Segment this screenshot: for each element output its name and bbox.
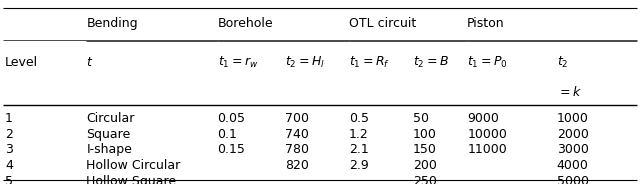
Text: 3000: 3000 bbox=[557, 144, 589, 156]
Text: Hollow Circular: Hollow Circular bbox=[86, 159, 180, 172]
Text: $= k$: $= k$ bbox=[557, 85, 582, 99]
Text: 200: 200 bbox=[413, 159, 436, 172]
Text: 11000: 11000 bbox=[467, 144, 507, 156]
Text: 740: 740 bbox=[285, 128, 308, 141]
Text: Piston: Piston bbox=[467, 17, 505, 30]
Text: Square: Square bbox=[86, 128, 131, 141]
Text: 5: 5 bbox=[5, 175, 13, 184]
Text: Bending: Bending bbox=[86, 17, 138, 30]
Text: 0.05: 0.05 bbox=[218, 112, 246, 125]
Text: Borehole: Borehole bbox=[218, 17, 273, 30]
Text: 3: 3 bbox=[5, 144, 13, 156]
Text: I-shape: I-shape bbox=[86, 144, 132, 156]
Text: Hollow Square: Hollow Square bbox=[86, 175, 177, 184]
Text: OTL circuit: OTL circuit bbox=[349, 17, 416, 30]
Text: 100: 100 bbox=[413, 128, 436, 141]
Text: $t_1 = r_w$: $t_1 = r_w$ bbox=[218, 55, 258, 70]
Text: 0.15: 0.15 bbox=[218, 144, 246, 156]
Text: 9000: 9000 bbox=[467, 112, 499, 125]
Text: Level: Level bbox=[5, 56, 38, 69]
Text: 1: 1 bbox=[5, 112, 13, 125]
Text: 50: 50 bbox=[413, 112, 429, 125]
Text: 1.2: 1.2 bbox=[349, 128, 369, 141]
Text: 150: 150 bbox=[413, 144, 436, 156]
Text: 5000: 5000 bbox=[557, 175, 589, 184]
Text: 0.1: 0.1 bbox=[218, 128, 237, 141]
Text: 0.5: 0.5 bbox=[349, 112, 369, 125]
Text: 10000: 10000 bbox=[467, 128, 507, 141]
Text: 2: 2 bbox=[5, 128, 13, 141]
Text: 2.9: 2.9 bbox=[349, 159, 369, 172]
Text: 4000: 4000 bbox=[557, 159, 589, 172]
Text: $t_1 = R_f$: $t_1 = R_f$ bbox=[349, 55, 390, 70]
Text: 780: 780 bbox=[285, 144, 309, 156]
Text: $t_1 = P_0$: $t_1 = P_0$ bbox=[467, 55, 508, 70]
Text: $t_2 = B$: $t_2 = B$ bbox=[413, 55, 449, 70]
Text: 2.1: 2.1 bbox=[349, 144, 369, 156]
Text: 1000: 1000 bbox=[557, 112, 589, 125]
Text: 820: 820 bbox=[285, 159, 308, 172]
Text: $t$: $t$ bbox=[86, 56, 93, 69]
Text: 700: 700 bbox=[285, 112, 309, 125]
Text: 2000: 2000 bbox=[557, 128, 589, 141]
Text: Circular: Circular bbox=[86, 112, 135, 125]
Text: $t_2$: $t_2$ bbox=[557, 55, 568, 70]
Text: $t_2 = H_l$: $t_2 = H_l$ bbox=[285, 55, 324, 70]
Text: 250: 250 bbox=[413, 175, 436, 184]
Text: 4: 4 bbox=[5, 159, 13, 172]
